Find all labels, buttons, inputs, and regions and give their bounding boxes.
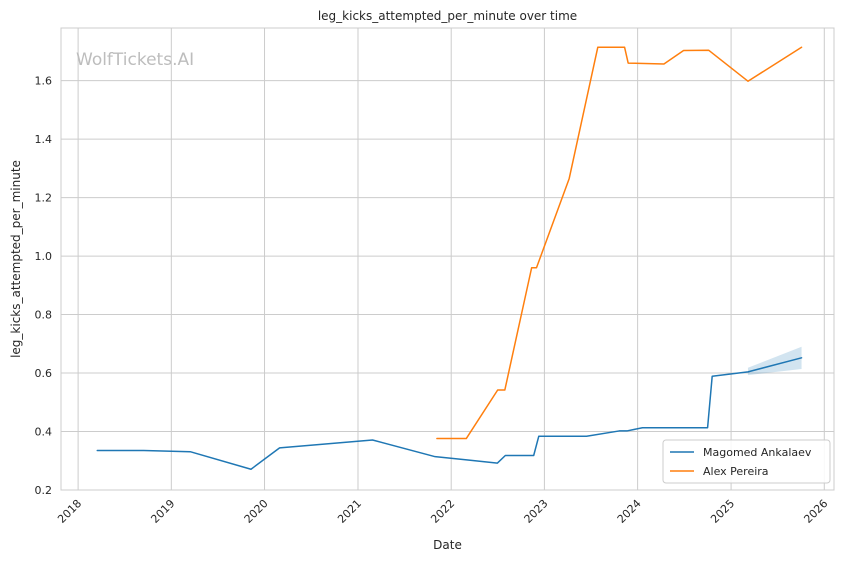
legend-box	[662, 439, 831, 484]
series-line-magomed-ankalaev	[96, 357, 803, 470]
y-axis-title: leg_kicks_attempted_per_minute	[9, 160, 23, 358]
plot-frame	[60, 27, 835, 491]
y-axis-ticks: 0.2 0.4 0.6 0.8 1.0 1.2 1.4 1.6	[35, 75, 53, 497]
y-tick-label: 0.4	[35, 426, 53, 439]
y-tick-label: 1.0	[35, 250, 53, 263]
y-tick-label: 0.6	[35, 367, 53, 380]
x-axis-title: Date	[433, 538, 462, 552]
series-lines	[96, 46, 803, 470]
watermark-text: WolfTickets.AI	[76, 50, 194, 70]
chart-title: leg_kicks_attempted_per_minute over time	[318, 9, 577, 23]
y-tick-label: 1.4	[35, 133, 53, 146]
y-tick-label: 0.8	[35, 309, 53, 322]
legend-label-alex-pereira: Alex Pereira	[703, 465, 769, 478]
legend-label-magomed-ankalaev: Magomed Ankalaev	[703, 446, 812, 459]
legend: Magomed Ankalaev Alex Pereira	[662, 439, 831, 484]
y-tick-label: 0.2	[35, 484, 53, 497]
y-tick-label: 1.6	[35, 75, 53, 88]
y-tick-label: 1.2	[35, 192, 53, 205]
series-line-alex-pereira	[436, 46, 803, 440]
